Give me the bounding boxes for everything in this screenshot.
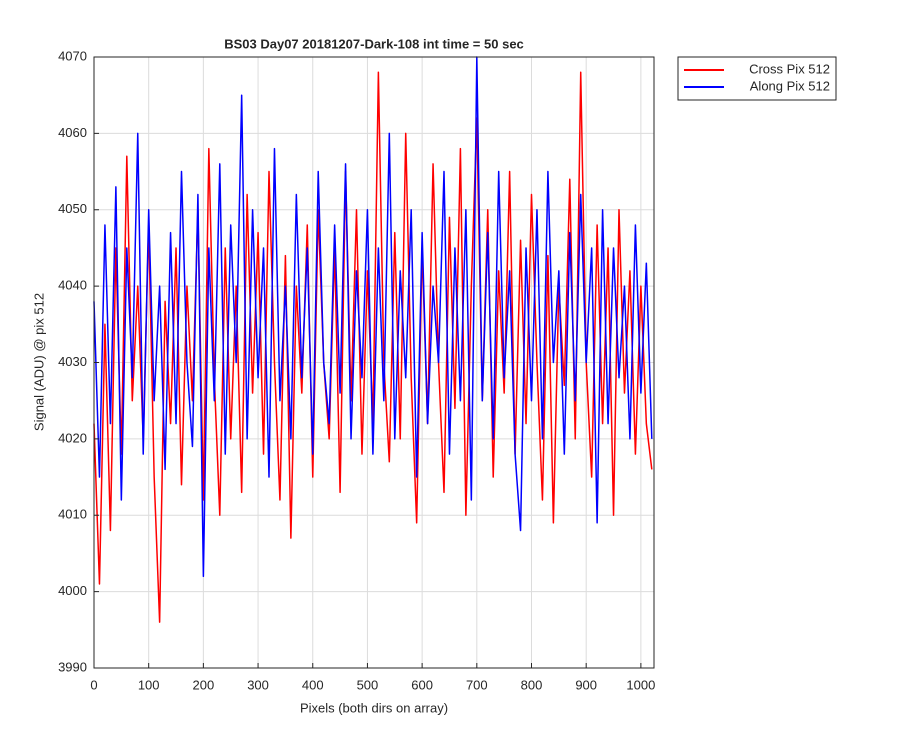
y-tick-label: 4030 xyxy=(58,354,87,369)
y-tick-label: 4010 xyxy=(58,507,87,522)
y-tick-label: 4070 xyxy=(58,48,87,63)
plot-layer xyxy=(93,56,653,623)
x-tick-label: 1000 xyxy=(626,677,655,692)
y-tick-label: 4040 xyxy=(58,278,87,293)
y-tick-label: 4050 xyxy=(58,201,87,216)
x-tick-label: 800 xyxy=(521,677,543,692)
x-tick-label: 500 xyxy=(357,677,379,692)
x-tick-label: 900 xyxy=(575,677,597,692)
y-axis-label: Signal (ADU) @ pix 512 xyxy=(31,293,46,431)
x-tick-label: 100 xyxy=(138,677,160,692)
y-tick-label: 4020 xyxy=(58,430,87,445)
legend-label: Along Pix 512 xyxy=(750,78,830,93)
chart-title: BS03 Day07 20181207-Dark-108 int time = … xyxy=(224,36,524,51)
x-tick-label: 700 xyxy=(466,677,488,692)
series-line xyxy=(93,56,653,578)
x-tick-label: 200 xyxy=(193,677,215,692)
legend-label: Cross Pix 512 xyxy=(749,61,830,76)
y-tick-label: 4000 xyxy=(58,583,87,598)
legend: Cross Pix 512 Along Pix 512 xyxy=(677,56,837,101)
x-tick-label: 600 xyxy=(411,677,433,692)
x-tick-label: 0 xyxy=(90,677,97,692)
y-tick-label: 4060 xyxy=(58,125,87,140)
x-tick-label: 300 xyxy=(247,677,269,692)
y-tick-label: 3990 xyxy=(58,659,87,674)
legend-box xyxy=(677,56,837,101)
x-axis-label: Pixels (both dirs on array) xyxy=(300,700,448,715)
x-tick-label: 400 xyxy=(302,677,324,692)
